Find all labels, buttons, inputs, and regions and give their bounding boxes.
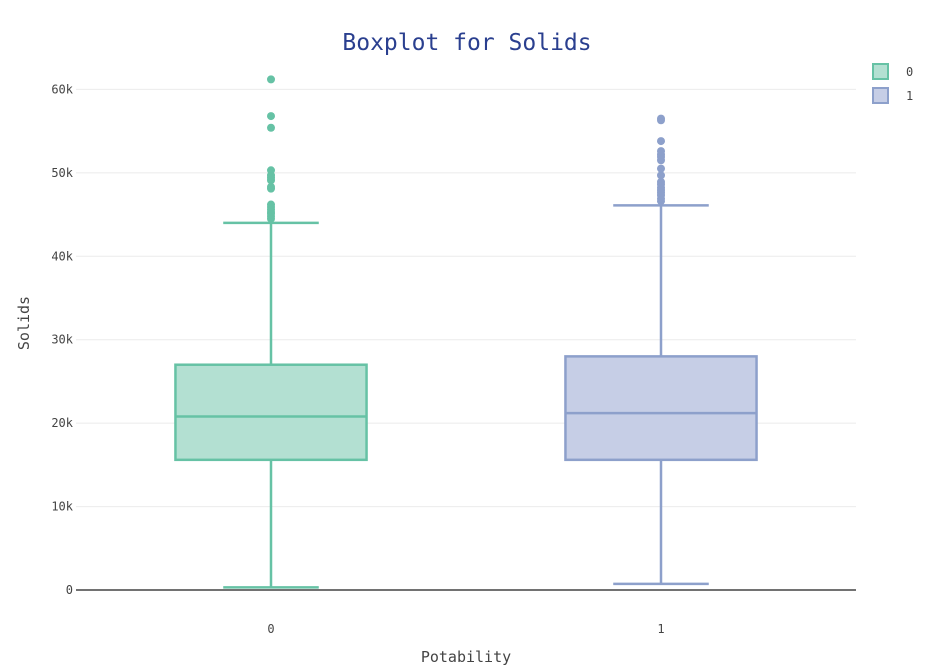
iqr-box (564, 355, 758, 462)
outlier-point (657, 164, 665, 173)
y-tick-label: 60k (51, 82, 73, 96)
y-tick-label: 20k (51, 416, 73, 430)
y-tick-label: 40k (51, 249, 73, 263)
box-group-0 (174, 75, 368, 589)
outlier-point (267, 123, 275, 132)
legend-label: 0 (906, 65, 913, 79)
chart-title: Boxplot for Solids (342, 30, 591, 56)
outlier-point (267, 166, 275, 175)
x-axis-label: Potability (421, 648, 511, 665)
x-tick-label: 1 (657, 622, 664, 636)
outlier-point (657, 114, 665, 123)
legend-swatch (872, 87, 889, 104)
y-axis-label: Solids (15, 296, 33, 350)
legend-swatch (872, 63, 889, 80)
iqr-box (174, 363, 368, 462)
legend[interactable]: 01 (872, 63, 913, 104)
y-tick-label: 30k (51, 333, 73, 347)
outlier-point (267, 112, 275, 121)
outlier-point (657, 177, 665, 186)
outlier-point (657, 147, 665, 156)
legend-item-1[interactable]: 1 (872, 87, 913, 104)
boxes (174, 75, 758, 589)
outlier-point (267, 75, 275, 84)
y-tick-label: 0 (66, 583, 73, 597)
y-tick-labels: 0 10k 20k 30k 40k 50k 60k (51, 82, 73, 597)
legend-item-0[interactable]: 0 (872, 63, 913, 80)
outlier-point (267, 182, 275, 191)
y-tick-label: 50k (51, 166, 73, 180)
box-group-1 (564, 114, 758, 586)
legend-label: 1 (906, 89, 913, 103)
outlier-point (267, 200, 275, 209)
y-tick-label: 10k (51, 500, 73, 514)
x-tick-label: 0 (267, 622, 274, 636)
outlier-point (657, 137, 665, 146)
outlier-point (657, 171, 665, 180)
